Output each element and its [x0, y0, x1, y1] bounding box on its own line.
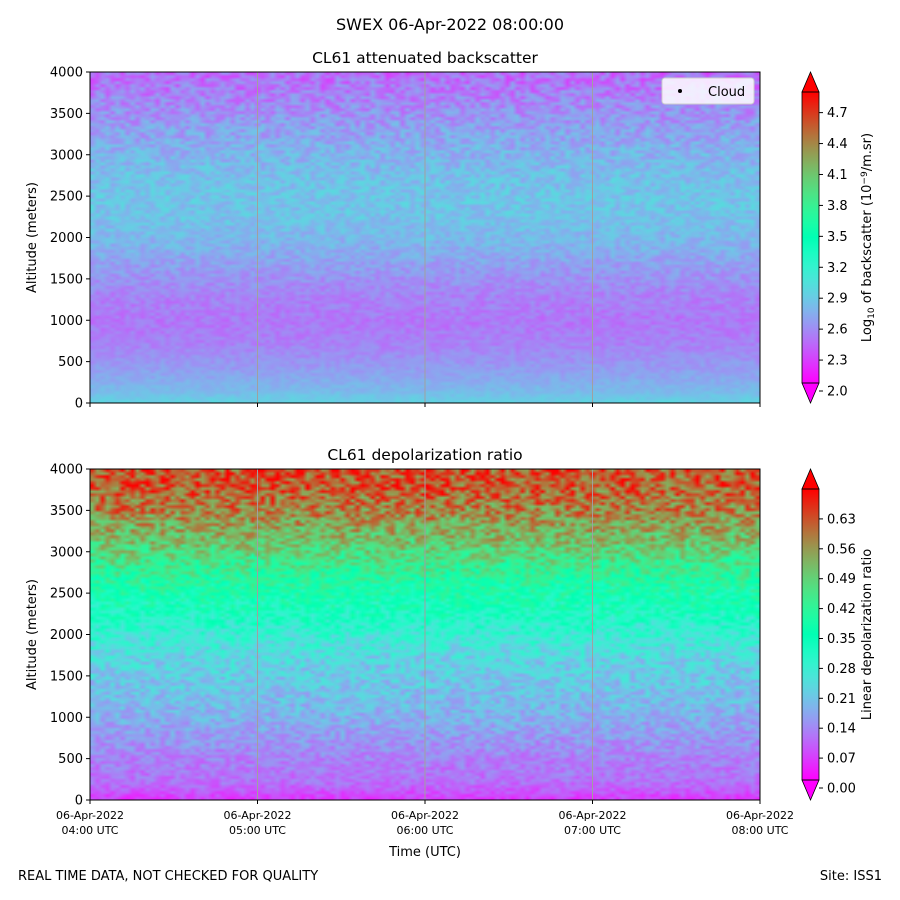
depolarization-panel: 0 500 1000 1500 2000 2500 3000 3500 4000 Altitude… — [25, 463, 875, 861]
colorbar-tick-label: 3.2 — [827, 261, 848, 276]
y-tick-label: 1000 — [50, 314, 83, 329]
colorbar-extend-max — [801, 70, 820, 93]
colorbar-tick-label: 4.7 — [827, 106, 848, 121]
y-tick-label: 3000 — [50, 148, 83, 163]
colorbar-label-part: 10 — [867, 307, 877, 319]
colorbar-label: Log10 of backscatter (10−9/m.sr) — [860, 133, 877, 342]
x-axis-label: Time (UTC) — [388, 845, 461, 860]
depolarization-panel-title: CL61 depolarization ratio — [327, 446, 523, 464]
colorbar-tick-label: 0.21 — [827, 692, 856, 707]
colorbar-label: Linear depolarization ratio — [860, 549, 875, 720]
y-tick-label: 1000 — [50, 711, 83, 726]
colorbar-tick-label: 0.00 — [827, 782, 856, 797]
colorbar-label-part: −9 — [860, 171, 870, 185]
x-tick-date: 06-Apr-2022 — [223, 809, 291, 822]
x-tick-date: 06-Apr-2022 — [558, 809, 626, 822]
legend-label-cloud: Cloud — [708, 85, 745, 100]
backscatter-panel: 0 500 1000 1500 2000 2500 3000 3500 4000 Altitude… — [25, 66, 877, 412]
colorbar-tick-label: 0.07 — [827, 752, 856, 767]
colorbar-tick-label: 2.0 — [827, 385, 848, 400]
y-tick-label: 3500 — [50, 504, 83, 519]
colorbar-tick-label: 0.49 — [827, 572, 856, 587]
colorbar-tick-label: 0.28 — [827, 662, 856, 677]
y-tick-label: 1500 — [50, 272, 83, 287]
colorbar-gradient — [802, 489, 819, 780]
backscatter-panel-title: CL61 attenuated backscatter — [312, 49, 538, 67]
y-tick-label: 0 — [75, 794, 83, 809]
y-tick-label: 2000 — [50, 628, 83, 643]
colorbar-tick-label: 4.1 — [827, 168, 848, 183]
legend-marker-cloud — [678, 89, 682, 93]
colorbar-tick-label: 0.14 — [827, 722, 856, 737]
quality-disclaimer: REAL TIME DATA, NOT CHECKED FOR QUALITY — [18, 869, 319, 884]
colorbar-label-part: Log — [860, 319, 875, 342]
colorbar-tick-label: 2.6 — [827, 323, 848, 338]
y-tick-label: 4000 — [50, 66, 83, 81]
y-tick-label: 3000 — [50, 545, 83, 560]
figure-title: SWEX 06-Apr-2022 08:00:00 — [335, 15, 564, 34]
colorbar-tick-label: 0.63 — [827, 512, 856, 527]
colorbar-tick-label: 0.35 — [827, 632, 856, 647]
y-tick-label: 2500 — [50, 190, 83, 205]
x-tick-date: 06-Apr-2022 — [391, 809, 459, 822]
y-tick-label: 1500 — [50, 669, 83, 684]
x-tick-time: 06:00 UTC — [396, 824, 453, 837]
colorbar-extend-min — [801, 382, 820, 405]
colorbar-extend-max — [801, 467, 820, 490]
x-tick-time: 08:00 UTC — [731, 824, 788, 837]
colorbar-extend-min — [801, 779, 820, 802]
colorbar-tick-label: 4.4 — [827, 137, 848, 152]
colorbar-label-part: of backscatter (10 — [860, 185, 875, 308]
colorbar-tick-label: 3.8 — [827, 199, 848, 214]
colorbar-tick-label: 3.5 — [827, 230, 848, 245]
colorbar-tick-label: 0.42 — [827, 602, 856, 617]
y-tick-label: 3500 — [50, 107, 83, 122]
y-axis-label: Altitude (meters) — [25, 182, 40, 293]
x-tick-date: 06-Apr-2022 — [726, 809, 794, 822]
y-tick-label: 500 — [58, 355, 83, 370]
y-axis-label: Altitude (meters) — [25, 579, 40, 690]
colorbar-tick-label: 0.56 — [827, 542, 856, 557]
y-tick-label: 500 — [58, 752, 83, 767]
colorbar-frame — [801, 91, 820, 384]
y-tick-label: 4000 — [50, 463, 83, 478]
legend-box — [661, 77, 755, 105]
x-tick-time: 04:00 UTC — [61, 824, 118, 837]
colorbar-frame — [801, 488, 820, 781]
y-tick-label: 0 — [75, 397, 83, 412]
colorbar-tick-label: 2.3 — [827, 354, 848, 369]
x-tick-date: 06-Apr-2022 — [56, 809, 124, 822]
colorbar-gradient — [802, 92, 819, 383]
colorbar-tick-label: 2.9 — [827, 292, 848, 307]
x-tick-time: 07:00 UTC — [564, 824, 621, 837]
site-label: Site: ISS1 — [819, 869, 882, 884]
x-tick-time: 05:00 UTC — [229, 824, 286, 837]
y-tick-label: 2000 — [50, 231, 83, 246]
colorbar-label-part: /m.sr) — [860, 133, 875, 171]
y-tick-label: 2500 — [50, 587, 83, 602]
